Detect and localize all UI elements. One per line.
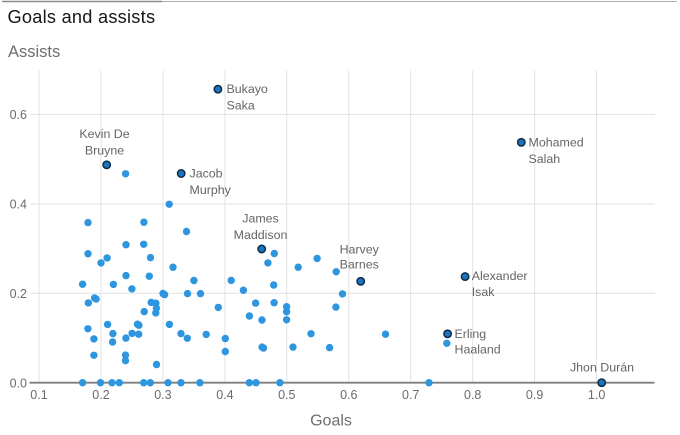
svg-text:0.8: 0.8 — [464, 388, 481, 402]
svg-text:Murphy: Murphy — [190, 183, 232, 197]
svg-text:0.5: 0.5 — [278, 388, 295, 402]
svg-text:Jhon Durán: Jhon Durán — [570, 361, 634, 375]
svg-text:0.1: 0.1 — [30, 388, 47, 402]
svg-text:0.6: 0.6 — [10, 108, 27, 122]
svg-text:Bukayo: Bukayo — [227, 82, 268, 96]
svg-text:0.4: 0.4 — [10, 198, 27, 212]
svg-text:Mohamed: Mohamed — [529, 136, 584, 150]
svg-text:0.9: 0.9 — [526, 388, 543, 402]
svg-text:Maddison: Maddison — [234, 228, 288, 242]
svg-text:Jacob: Jacob — [190, 167, 223, 181]
svg-text:Erling: Erling — [455, 327, 487, 341]
svg-text:0.6: 0.6 — [340, 388, 357, 402]
svg-text:Bruyne: Bruyne — [85, 144, 124, 158]
svg-text:Barnes: Barnes — [340, 257, 379, 271]
svg-text:0.4: 0.4 — [216, 388, 233, 402]
svg-text:0.2: 0.2 — [92, 388, 109, 402]
svg-text:1.0: 1.0 — [588, 388, 605, 402]
svg-text:Goals and assists: Goals and assists — [8, 7, 156, 27]
svg-text:Assists: Assists — [8, 43, 60, 61]
svg-text:0.7: 0.7 — [402, 388, 419, 402]
svg-text:Haaland: Haaland — [455, 342, 501, 356]
svg-text:0.3: 0.3 — [154, 388, 171, 402]
svg-text:0.2: 0.2 — [10, 287, 27, 301]
svg-text:0.0: 0.0 — [10, 376, 27, 390]
svg-text:Kevin De: Kevin De — [79, 127, 129, 141]
svg-text:Alexander: Alexander — [472, 269, 528, 283]
svg-text:Saka: Saka — [227, 99, 255, 113]
svg-text:Salah: Salah — [529, 152, 561, 166]
svg-text:James: James — [242, 212, 279, 226]
svg-text:Goals: Goals — [310, 413, 352, 430]
svg-text:Isak: Isak — [472, 285, 496, 299]
svg-text:Harvey: Harvey — [340, 242, 380, 256]
